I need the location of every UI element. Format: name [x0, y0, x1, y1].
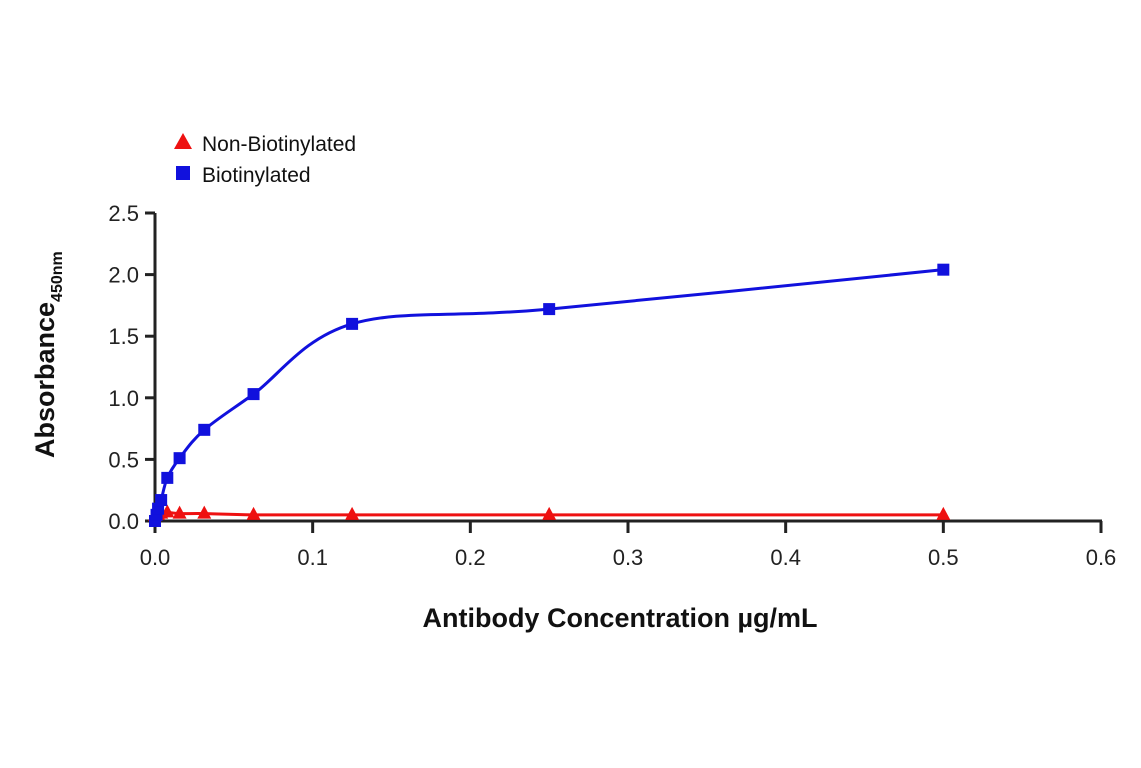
triangle-marker-icon	[542, 506, 557, 520]
square-marker-icon	[150, 508, 163, 521]
legend: Non-Biotinylated Biotinylated	[174, 133, 356, 187]
svg-text:Absorbance450nm: Absorbance450nm	[30, 251, 66, 458]
x-tick-label: 0.4	[770, 545, 801, 570]
square-marker-icon	[198, 423, 211, 436]
y-axis-title: Absorbance450nm	[30, 251, 66, 458]
square-marker-icon	[155, 494, 168, 507]
legend-item-non-biotinylated: Non-Biotinylated	[174, 133, 356, 156]
square-marker-icon	[161, 471, 174, 484]
square-marker-icon	[247, 388, 260, 401]
triangle-marker-icon	[197, 505, 212, 519]
x-axis-title: Antibody Concentration µg/mL	[422, 603, 817, 633]
triangle-marker-icon	[174, 133, 192, 149]
x-tick-label: 0.2	[455, 545, 486, 570]
legend-label: Biotinylated	[202, 164, 311, 187]
square-marker-icon	[543, 303, 556, 316]
y-tick-label: 2.0	[108, 263, 139, 288]
x-tick-label: 0.0	[140, 545, 171, 570]
y-tick-label: 1.5	[108, 324, 139, 349]
y-tick-label: 0.5	[108, 447, 139, 472]
series-biotinylated	[149, 263, 950, 527]
series-non-biotinylated	[148, 504, 951, 522]
triangle-marker-icon	[345, 506, 360, 520]
x-tick-label: 0.3	[613, 545, 644, 570]
svg-text:Antibody Concentration µg/mL: Antibody Concentration µg/mL	[422, 603, 817, 633]
series-layer	[148, 263, 951, 527]
legend-item-biotinylated: Biotinylated	[176, 164, 311, 187]
x-tick-label: 0.6	[1086, 545, 1117, 570]
square-marker-icon	[937, 263, 950, 276]
y-tick-label: 0.0	[108, 509, 139, 534]
x-tick-label: 0.1	[297, 545, 328, 570]
triangle-marker-icon	[172, 505, 187, 519]
y-tick-label: 2.5	[108, 201, 139, 226]
x-tick-label: 0.5	[928, 545, 959, 570]
axes: 0.0 0.5 1.0 1.5 2.0 2.5 0.0 0.1 0.2 0.3 0.4 0.5 0.6	[108, 201, 1116, 570]
legend-label: Non-Biotinylated	[202, 133, 356, 156]
square-marker-icon	[346, 317, 359, 330]
triangle-marker-icon	[936, 506, 951, 520]
y-tick-label: 1.0	[108, 386, 139, 411]
square-marker-icon	[176, 166, 190, 180]
square-marker-icon	[173, 452, 186, 465]
triangle-marker-icon	[246, 506, 261, 520]
